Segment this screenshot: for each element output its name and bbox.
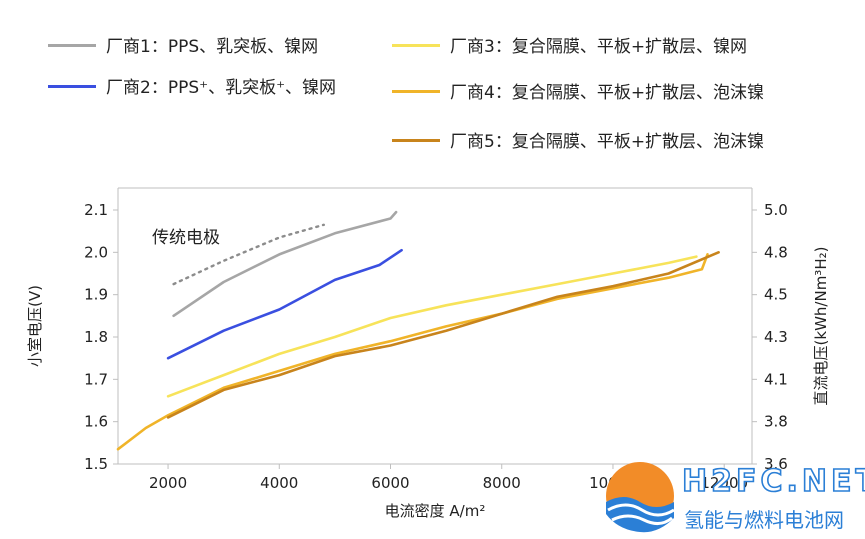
- y2-tick-label: 4.5: [764, 286, 788, 304]
- legend-line-4: [392, 90, 440, 93]
- ticks: 200040006000800010000120001.51.61.71.81.…: [84, 201, 788, 492]
- x-tick-label: 6000: [371, 474, 409, 492]
- series-layer: [116, 210, 720, 451]
- y-tick-label: 2.0: [84, 243, 108, 261]
- x-tick-label: 12000: [700, 474, 748, 492]
- legend-line-1: [48, 44, 96, 47]
- y2-tick-label: 4.3: [764, 328, 788, 346]
- legend-label-4: 厂商4：复合隔膜、平板+扩散层、泡沫镍: [450, 83, 765, 103]
- watermark-subtitle: 氢能与燃料电池网: [684, 508, 844, 532]
- y-tick-label: 1.6: [84, 413, 108, 431]
- y-tick-label: 1.5: [84, 455, 108, 473]
- watermark-brand: H2FC.NET: [681, 463, 865, 500]
- series-line-5: [166, 251, 720, 419]
- x-tick-label: 4000: [260, 474, 298, 492]
- x-axis-label: 电流密度 A/m²: [385, 502, 486, 520]
- y-axis-label: 小室电压(V): [26, 285, 44, 367]
- series-line-4: [116, 253, 709, 451]
- y2-axis-label: 直流电压(kWh/Nm³H₂): [812, 247, 830, 406]
- legend-label-2: 厂商2：PPS⁺、乳突板⁺、镍网: [106, 78, 337, 98]
- y-tick-label: 2.1: [84, 201, 108, 219]
- watermark: H2FC.NET 氢能与燃料电池网: [598, 458, 865, 538]
- legend-label-1: 厂商1：PPS、乳突板、镍网: [106, 37, 319, 57]
- series-line-1: [172, 210, 398, 318]
- watermark-logo-icon: [606, 462, 675, 533]
- y2-tick-label: 5.0: [764, 201, 788, 219]
- legend-line-2: [48, 85, 96, 88]
- y-tick-label: 1.8: [84, 328, 108, 346]
- series-line-2: [166, 248, 403, 360]
- y2-tick-label: 4.1: [764, 370, 788, 388]
- y-tick-label: 1.7: [84, 370, 108, 388]
- x-tick-label: 8000: [483, 474, 521, 492]
- legend-label-3: 厂商3：复合隔膜、平板+扩散层、镍网: [450, 37, 748, 57]
- series-line-3: [166, 255, 698, 398]
- y2-tick-label: 4.8: [764, 243, 788, 261]
- series-line-6: [172, 223, 325, 286]
- legend-line-5: [392, 139, 440, 142]
- y2-tick-label: 3.6: [764, 455, 788, 473]
- x-tick-label: 2000: [149, 474, 187, 492]
- y-tick-label: 1.9: [84, 286, 108, 304]
- legend-label-5: 厂商5：复合隔膜、平板+扩散层、泡沫镍: [450, 132, 765, 152]
- y2-tick-label: 3.8: [764, 413, 788, 431]
- legend-line-3: [392, 44, 440, 47]
- annotation-traditional-electrode: 传统电极: [152, 228, 220, 248]
